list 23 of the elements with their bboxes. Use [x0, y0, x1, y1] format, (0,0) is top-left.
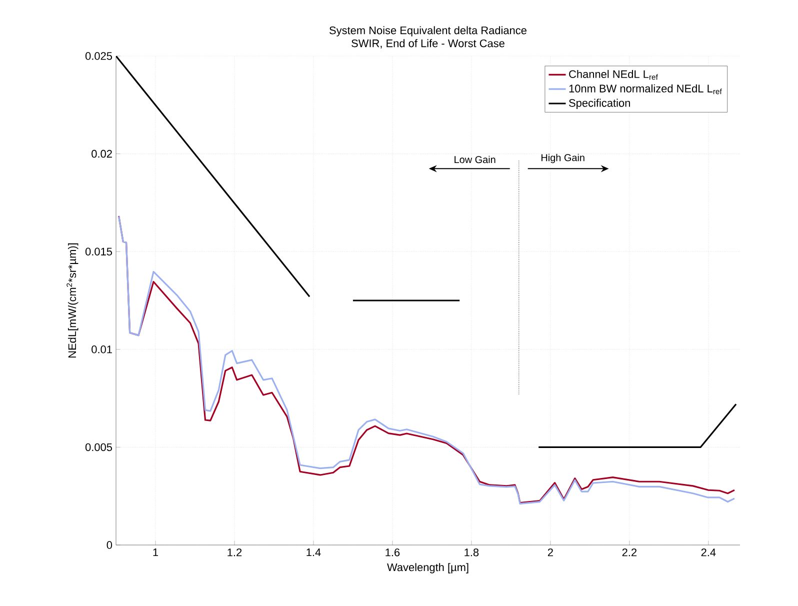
x-tick-label: 2.2 [622, 548, 636, 556]
x-tick-label: 2.4 [701, 548, 716, 556]
x-tick-label: 1 [153, 548, 158, 556]
x-tick-label: 1.6 [386, 548, 400, 556]
x-tick-label: 2 [548, 548, 553, 556]
x-tick-label: 1.2 [228, 548, 242, 556]
y-tick-label: 0.005 [85, 443, 112, 452]
legend-label: 10nm BW normalized NEdL L$_{ref}$ [569, 84, 722, 94]
chart-subtitle: SWIR, End of Life - Worst Case [352, 39, 504, 48]
legend-label: Channel NEdL L$_{ref}$ [569, 70, 658, 80]
x-tick-label: 1.8 [464, 548, 479, 556]
legend-label: Specification [569, 98, 630, 109]
x-axis-title: Wavelength [µm] [387, 563, 468, 574]
y-tick-label: 0.01 [92, 346, 112, 354]
annotation: High Gain [542, 154, 584, 164]
y-tick-label: 0.015 [85, 248, 112, 256]
y-axis-title: NEdL[mW/(cm$^{2}$*sr*µm)] [66, 243, 78, 358]
x-tick-label: 1.4 [306, 548, 321, 556]
y-tick-label: 0 [106, 541, 112, 549]
y-tick-label: 0.025 [85, 52, 112, 60]
annotation: Low Gain [454, 156, 496, 164]
y-tick-label: 0.02 [92, 150, 112, 158]
chart-title: System Noise Equivalent delta Radiance [330, 26, 526, 36]
